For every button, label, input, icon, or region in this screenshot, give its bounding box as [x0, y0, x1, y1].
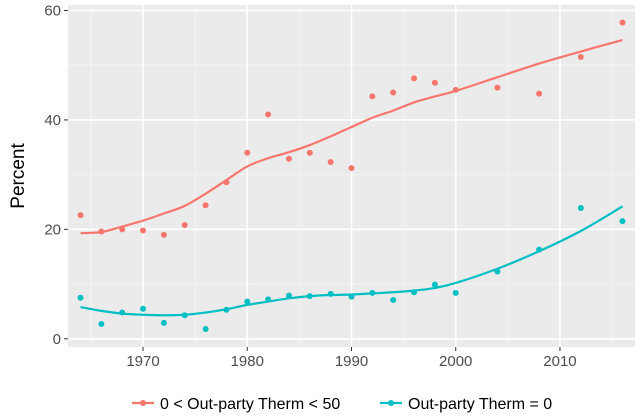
data-point-series-2	[223, 306, 230, 313]
data-point-series-1	[431, 79, 438, 86]
data-point-series-2	[494, 268, 501, 275]
x-tick-label: 2010	[543, 353, 576, 370]
x-tick-label: 1990	[335, 353, 368, 370]
data-point-series-1	[536, 90, 543, 97]
data-point-series-2	[285, 292, 292, 299]
data-point-series-2	[160, 319, 167, 326]
data-point-series-1	[452, 86, 459, 93]
data-point-series-1	[306, 149, 313, 156]
data-point-series-2	[77, 294, 84, 301]
data-point-series-2	[577, 205, 584, 212]
data-point-series-1	[348, 165, 355, 172]
legend: 0 < Out-party Therm < 50 Out-party Therm …	[132, 396, 552, 413]
data-point-series-2	[369, 289, 376, 296]
data-point-series-2	[327, 290, 334, 297]
data-point-series-1	[202, 202, 209, 209]
data-point-series-2	[119, 309, 126, 316]
data-point-series-1	[285, 155, 292, 162]
x-axis: 1970 1980 1990 2000 2010	[126, 347, 577, 370]
data-point-series-2	[265, 296, 272, 303]
data-point-series-1	[119, 226, 126, 233]
data-point-series-2	[536, 246, 543, 253]
legend-key-point-2	[388, 400, 394, 406]
data-point-series-1	[390, 89, 397, 96]
data-point-series-1	[577, 53, 584, 60]
data-point-series-1	[411, 75, 418, 82]
data-point-series-1	[160, 231, 167, 238]
y-axis-title: Percent	[8, 143, 29, 209]
x-tick-label: 1980	[231, 353, 264, 370]
data-point-series-1	[494, 84, 501, 91]
data-point-series-2	[619, 218, 626, 225]
x-tick-label: 2000	[439, 353, 472, 370]
data-point-series-2	[452, 289, 459, 296]
data-point-series-1	[77, 212, 84, 219]
data-point-series-1	[327, 159, 334, 166]
data-point-series-2	[306, 293, 313, 300]
data-points	[77, 19, 626, 332]
data-point-series-1	[244, 149, 251, 156]
data-point-series-1	[181, 221, 188, 228]
data-point-series-1	[369, 93, 376, 100]
grid-major	[68, 5, 635, 347]
y-tick-label: 60	[44, 2, 61, 19]
trend-line-series-1	[80, 38, 623, 235]
grid-minor	[68, 5, 635, 347]
data-point-series-2	[348, 293, 355, 300]
data-point-series-1	[140, 227, 147, 234]
data-point-series-1	[619, 19, 626, 26]
y-axis: 0 20 40 60	[44, 2, 68, 348]
data-point-series-2	[98, 321, 105, 328]
y-tick-label: 0	[53, 331, 61, 348]
legend-label-1: 0 < Out-party Therm < 50	[160, 396, 340, 413]
data-point-series-2	[431, 281, 438, 288]
legend-label-2: Out-party Therm = 0	[408, 396, 552, 413]
data-point-series-2	[390, 296, 397, 303]
data-point-series-1	[223, 179, 230, 186]
legend-key-point-1	[140, 400, 146, 406]
data-point-series-2	[411, 289, 418, 296]
data-point-series-1	[98, 228, 105, 235]
y-tick-label: 20	[44, 221, 61, 238]
data-point-series-2	[202, 325, 209, 332]
data-point-series-2	[140, 305, 147, 312]
data-point-series-2	[244, 298, 251, 305]
data-point-series-1	[265, 111, 272, 118]
data-point-series-2	[181, 312, 188, 319]
x-tick-label: 1970	[126, 353, 159, 370]
y-tick-label: 40	[44, 112, 61, 129]
